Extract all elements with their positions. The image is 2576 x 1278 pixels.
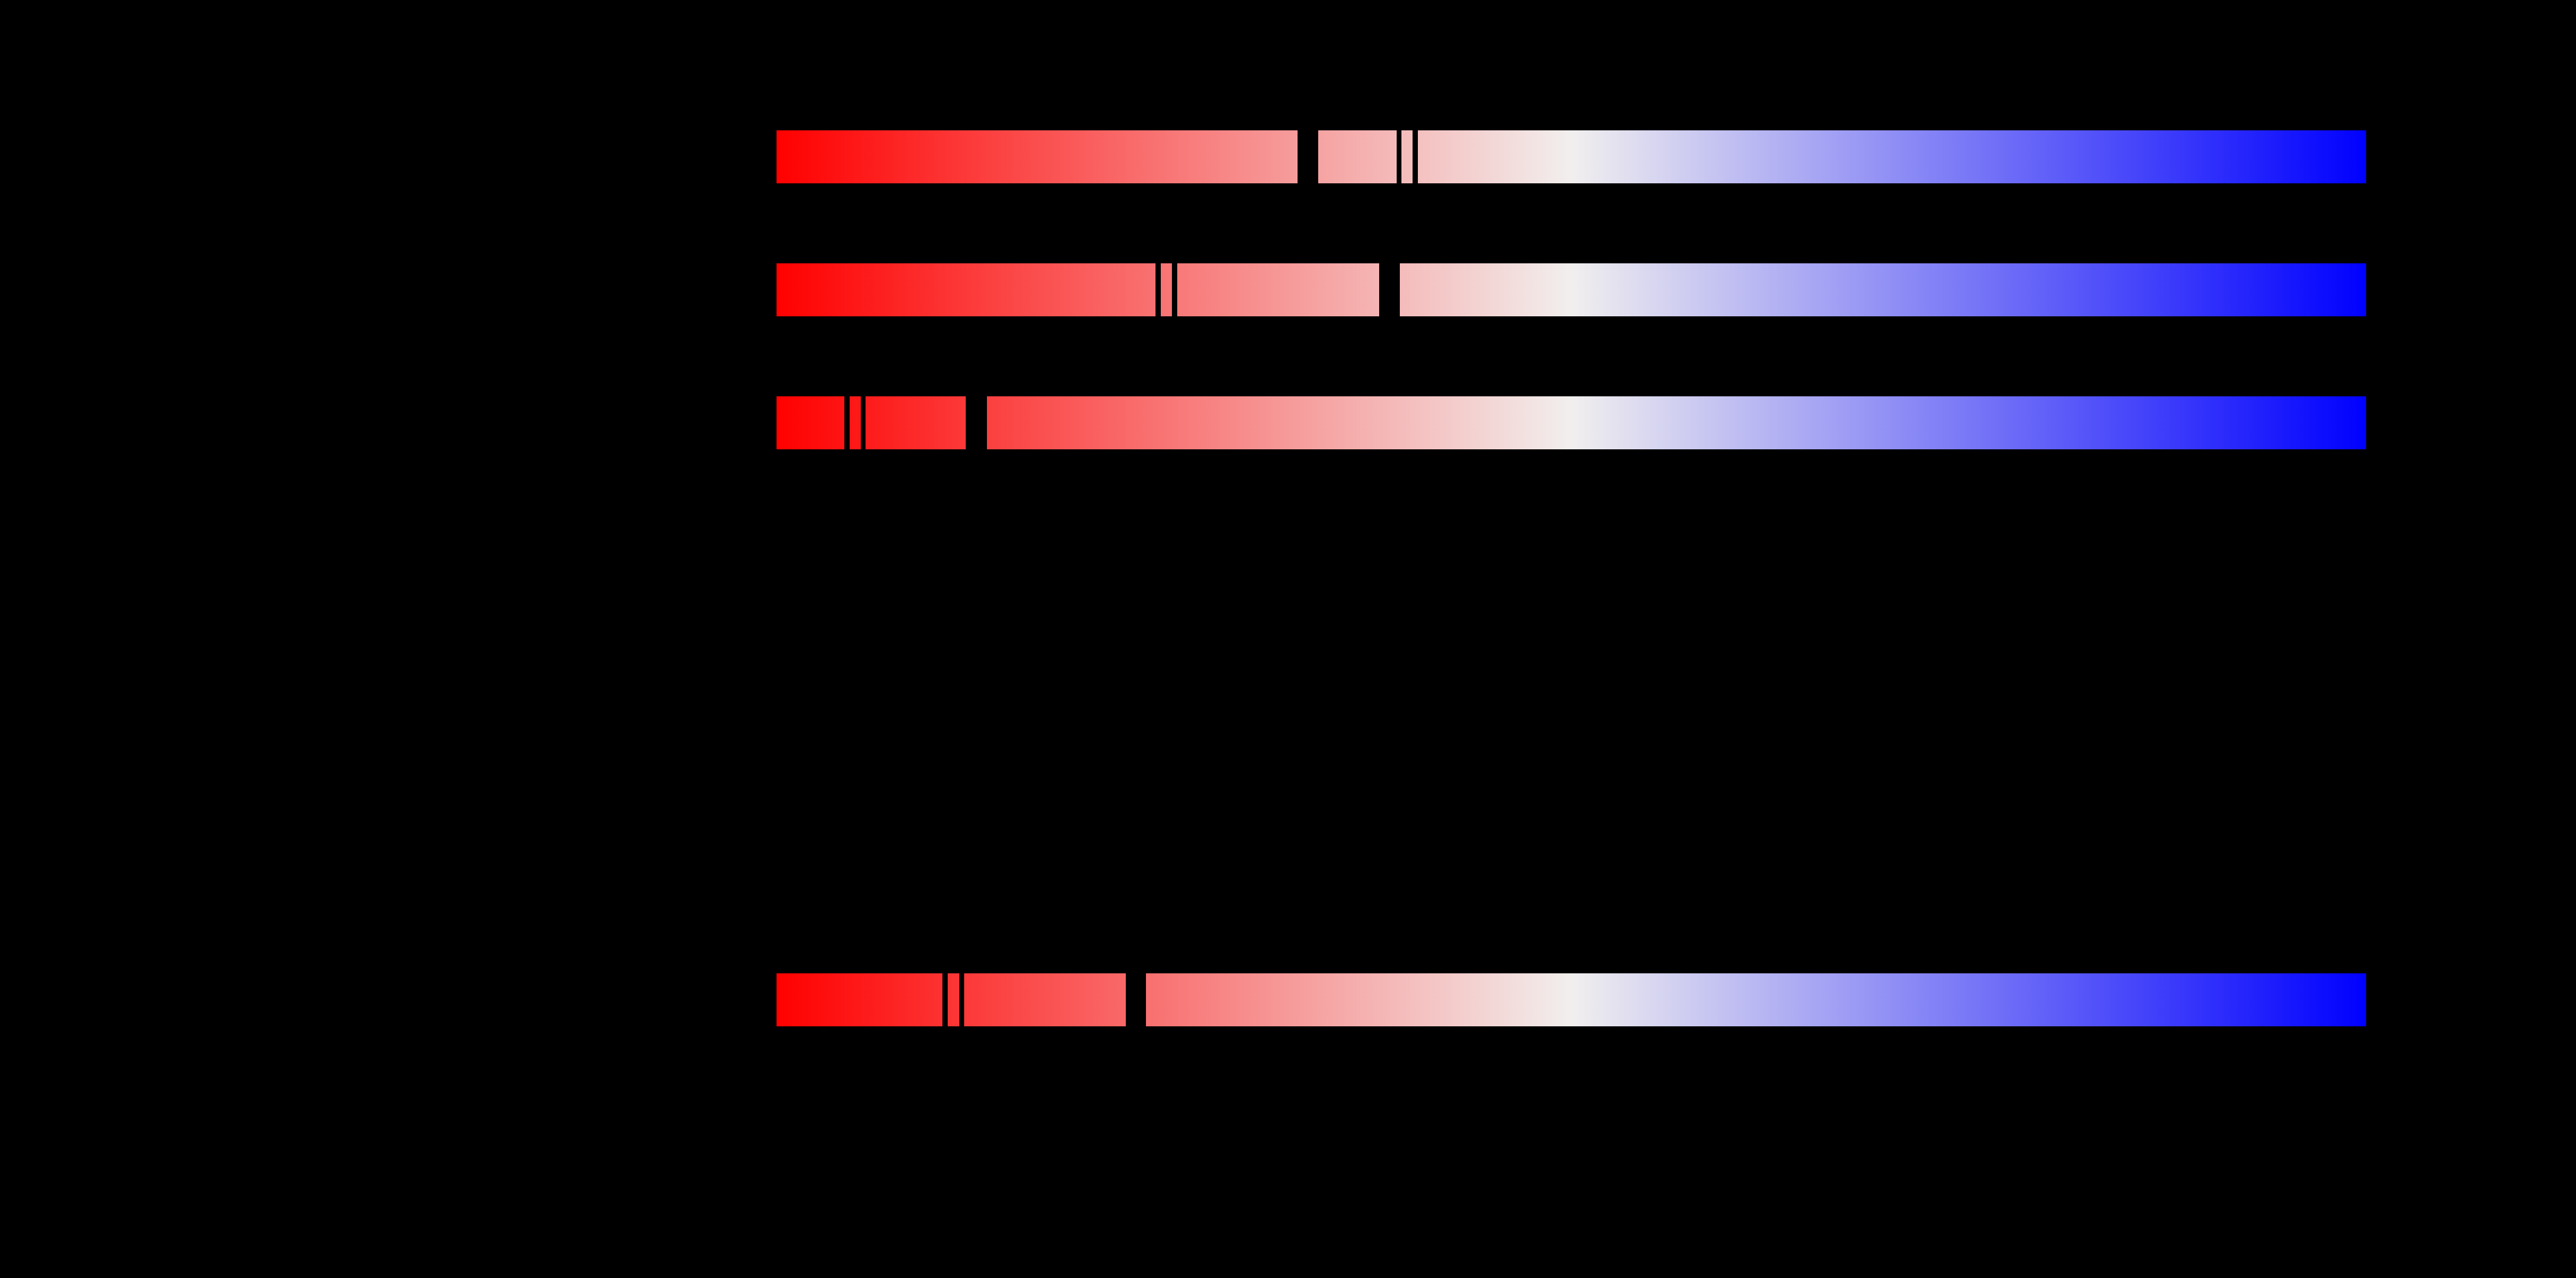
tick-gap-lane-1-3	[1413, 130, 1418, 183]
wide-gap-lane-1-1	[1298, 130, 1318, 183]
gradient-bar-lane-2	[777, 263, 2366, 316]
tick-gap-lane-2-2	[1172, 263, 1177, 316]
wide-gap-lane-4-3	[1126, 973, 1146, 1026]
tick-gap-lane-4-1	[942, 973, 948, 1026]
tick-gap-lane-2-1	[1155, 263, 1161, 316]
gradient-bar-lane-4	[777, 973, 2366, 1026]
tick-gap-lane-4-2	[959, 973, 964, 1026]
tick-gap-lane-1-2	[1397, 130, 1401, 183]
tick-gap-lane-3-2	[861, 396, 866, 449]
gradient-bar-lane-3	[777, 396, 2366, 449]
wide-gap-lane-3-3	[966, 396, 987, 449]
gradient-bar-lane-1	[777, 130, 2366, 183]
wide-gap-lane-2-3	[1379, 263, 1400, 316]
tick-gap-lane-3-1	[844, 396, 850, 449]
